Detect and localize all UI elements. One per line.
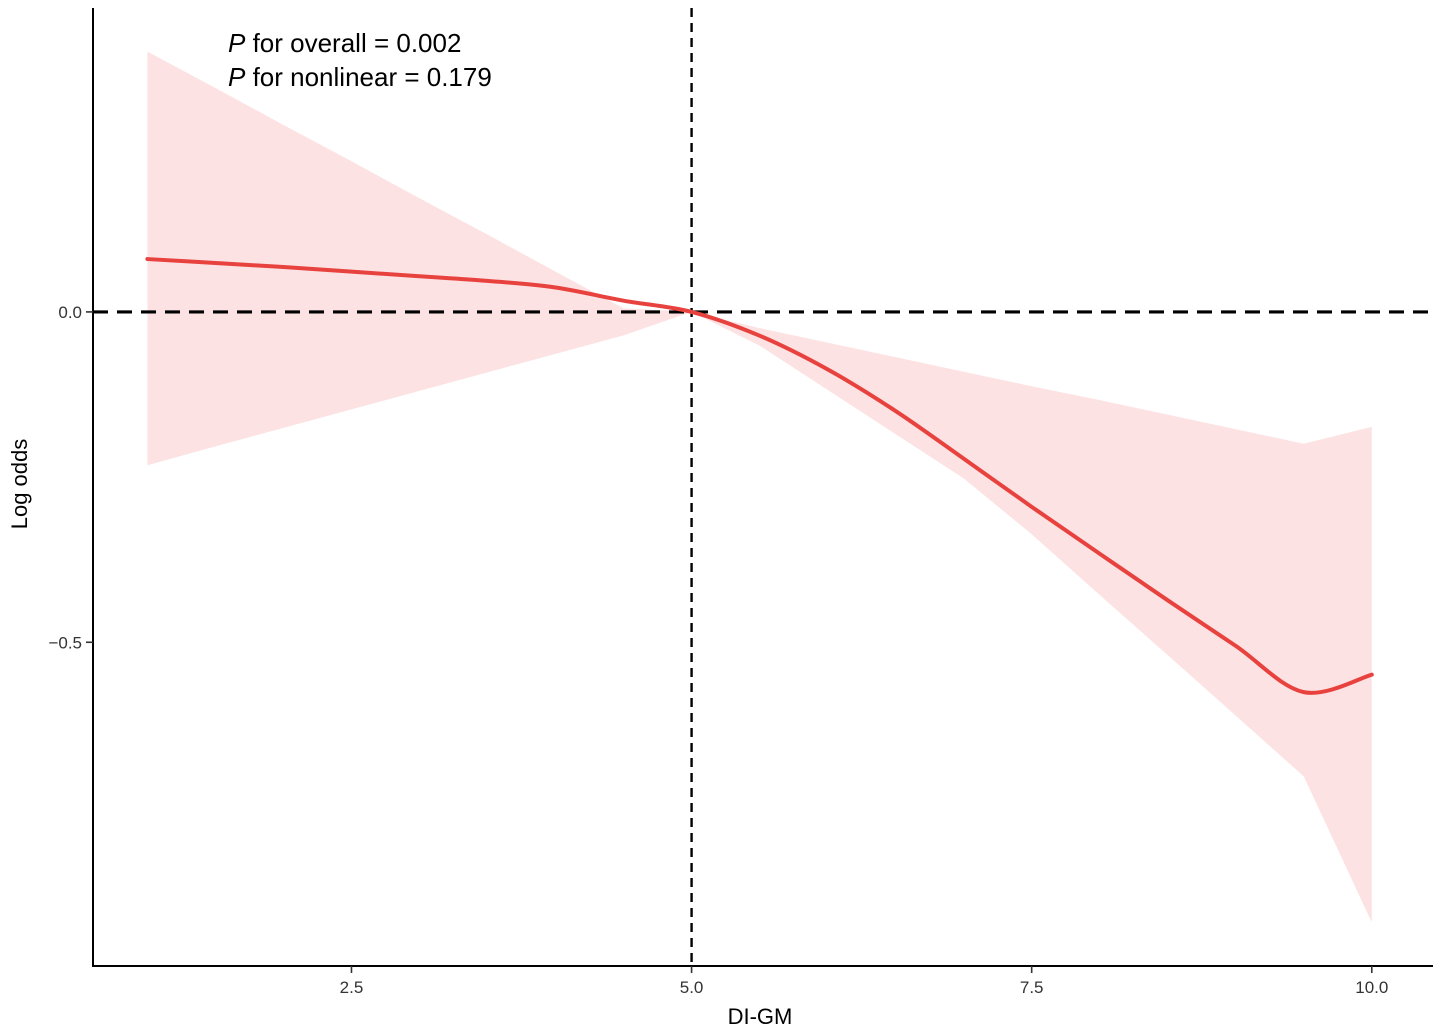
p-overall-prefix: P [228,28,246,58]
y-tick-label: −0.5 [48,633,82,652]
estimate-line [145,257,1374,695]
p-nonlinear-prefix: P [228,62,246,92]
x-tick-label: 7.5 [1020,978,1044,997]
plot-area [93,8,1433,966]
x-tick-label: 10.0 [1355,978,1388,997]
axes: 2.5 5.0 7.5 10.0 0.0 −0.5 [48,8,1433,997]
x-axis-title: DI-GM [728,1004,793,1029]
p-nonlinear-text: for nonlinear = 0.179 [245,62,491,92]
y-tick-label: 0.0 [58,303,82,322]
p-overall-annotation: P for overall = 0.002 [228,28,461,58]
p-nonlinear-annotation: P for nonlinear = 0.179 [228,62,492,92]
x-tick-label: 5.0 [680,978,704,997]
y-axis-title: Log odds [7,439,32,530]
x-tick-label: 2.5 [340,978,364,997]
p-overall-text: for overall = 0.002 [245,28,461,58]
confidence-band [147,51,1372,923]
